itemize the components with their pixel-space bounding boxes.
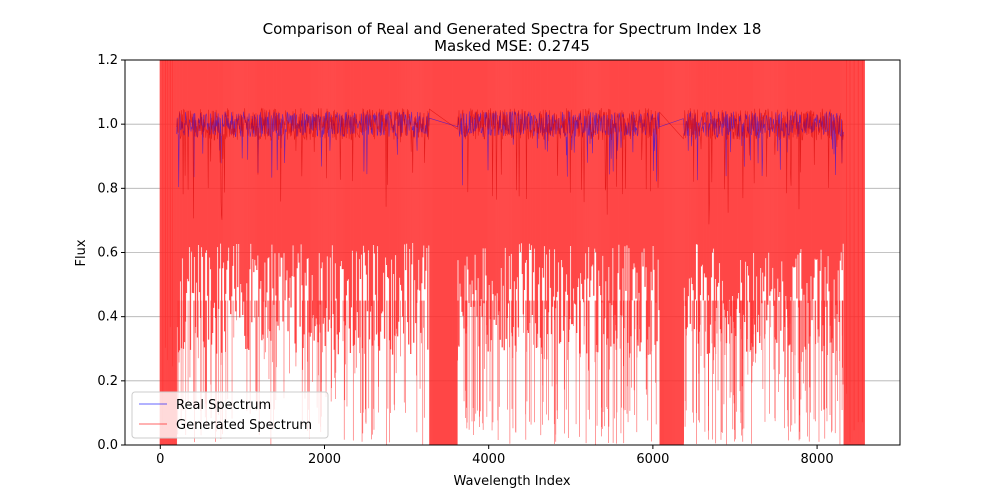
y-tick-label: 1.2 xyxy=(97,53,118,68)
chart-title: Comparison of Real and Generated Spectra… xyxy=(263,20,762,38)
x-axis-label: Wavelength Index xyxy=(453,474,570,489)
chart-subtitle: Masked MSE: 0.2745 xyxy=(434,37,590,55)
axis-ticks: 0.0 0.2 0.4 0.6 0.8 1.0 1.2 0 2000 4000 6000 8000 xyxy=(97,53,833,467)
y-axis-label: Flux xyxy=(74,239,89,266)
y-tick-label: 0.4 xyxy=(97,310,118,325)
y-tick-label: 0.6 xyxy=(97,246,118,261)
legend: Real Spectrum Generated Spectrum xyxy=(131,391,329,439)
y-tick-label: 0.8 xyxy=(97,181,118,196)
legend-box xyxy=(131,391,329,439)
x-tick-label: 0 xyxy=(156,452,164,467)
legend-generated-label: Generated Spectrum xyxy=(176,418,312,433)
x-tick-label: 6000 xyxy=(636,452,669,467)
series-layer xyxy=(159,60,865,445)
generated-spectrum-line xyxy=(176,107,844,225)
y-tick-label: 0.0 xyxy=(97,438,118,453)
generated-spectrum-dips xyxy=(162,60,863,445)
y-tick-label: 1.0 xyxy=(97,117,118,132)
x-tick-label: 2000 xyxy=(308,452,341,467)
generated-spectrum-band xyxy=(159,60,865,445)
y-tick-label: 0.2 xyxy=(97,374,118,389)
legend-real-label: Real Spectrum xyxy=(176,398,271,413)
x-tick-label: 8000 xyxy=(801,452,834,467)
x-tick-label: 4000 xyxy=(472,452,505,467)
